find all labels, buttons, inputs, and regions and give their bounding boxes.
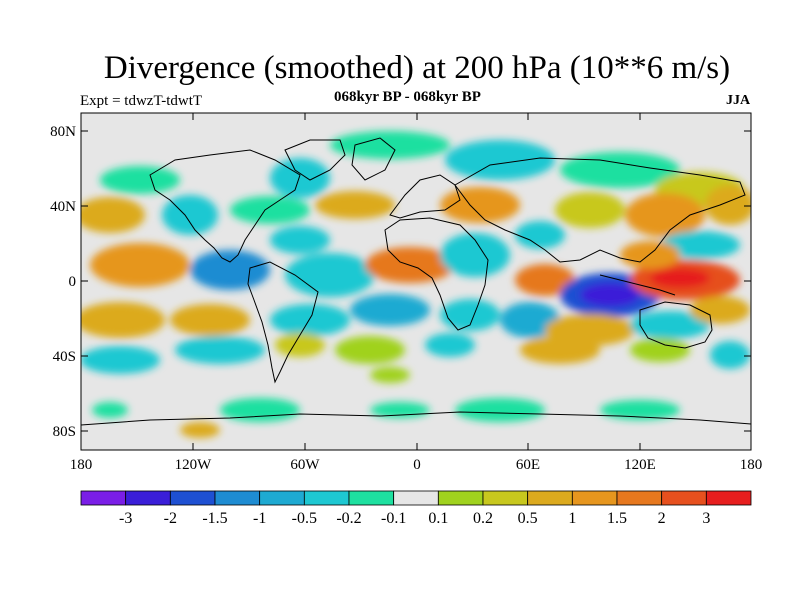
colorbar-swatch — [616, 490, 663, 506]
colorbar-swatch — [125, 490, 171, 506]
colorbar-label: 1 — [568, 510, 576, 527]
colorbar-label: -1 — [253, 510, 266, 527]
field-blobs — [81, 131, 751, 438]
colorbar-label: -1.5 — [202, 510, 227, 527]
lat-label-80n: 80N — [50, 124, 76, 140]
longitude-labels: 180 120W 60W 0 60E 120E 180 — [70, 457, 763, 473]
colorbar-swatch — [214, 490, 261, 506]
season-label: JJA — [726, 93, 751, 108]
colorbar-label: -0.2 — [336, 510, 361, 527]
lon-label-120e: 120E — [624, 457, 656, 473]
colorbar-label: 2 — [658, 510, 666, 527]
colorbar-label: -0.5 — [292, 510, 317, 527]
period-label: 068kyr BP - 068kyr BP — [334, 89, 481, 105]
colorbar-swatch — [482, 490, 529, 506]
lat-label-80s: 80S — [53, 424, 76, 440]
colorbar-swatch — [348, 490, 395, 506]
colorbar — [80, 490, 752, 506]
colorbar-swatch — [259, 490, 305, 506]
lat-label-40s: 40S — [53, 349, 76, 365]
divergence-field — [81, 113, 751, 450]
lon-label-180e: 180 — [740, 457, 763, 473]
coastlines — [81, 137, 751, 426]
colorbar-labels: -3 -2 -1.5 -1 -0.5 -0.2 -0.1 0.1 0.2 0.5 1 1.5 2 3 — [119, 510, 710, 527]
axis-ticks — [80, 113, 752, 450]
colorbar-label: 1.5 — [607, 510, 627, 527]
colorbar-swatch — [705, 490, 752, 506]
colorbar-swatch — [303, 490, 350, 506]
colorbar-swatch — [393, 490, 439, 506]
colorbar-swatch — [169, 490, 216, 506]
colorbar-swatch — [80, 490, 127, 506]
colorbar-label: -0.1 — [381, 510, 406, 527]
colorbar-label: -2 — [164, 510, 177, 527]
colorbar-swatch — [661, 490, 707, 506]
lon-label-0: 0 — [413, 457, 421, 473]
lon-label-120w: 120W — [175, 457, 213, 473]
plot-title: Divergence (smoothed) at 200 hPa (10**6 … — [103, 50, 731, 86]
colorbar-label: 0.1 — [428, 510, 448, 527]
lon-label-180w: 180 — [70, 457, 93, 473]
lon-label-60e: 60E — [516, 457, 540, 473]
experiment-label: Expt = tdwzT-tdwtT — [80, 93, 203, 109]
lat-label-0: 0 — [69, 274, 77, 290]
colorbar-swatch — [527, 490, 573, 506]
colorbar-swatch — [571, 490, 618, 506]
lon-label-60w: 60W — [290, 457, 320, 473]
lat-label-40n: 40N — [50, 199, 76, 215]
colorbar-swatch — [437, 490, 484, 506]
colorbar-label: 0.2 — [473, 510, 493, 527]
colorbar-label: 3 — [702, 510, 710, 527]
colorbar-label: 0.5 — [518, 510, 538, 527]
latitude-labels: 80N 40N 0 40S 80S — [50, 124, 76, 440]
colorbar-label: -3 — [119, 510, 132, 527]
